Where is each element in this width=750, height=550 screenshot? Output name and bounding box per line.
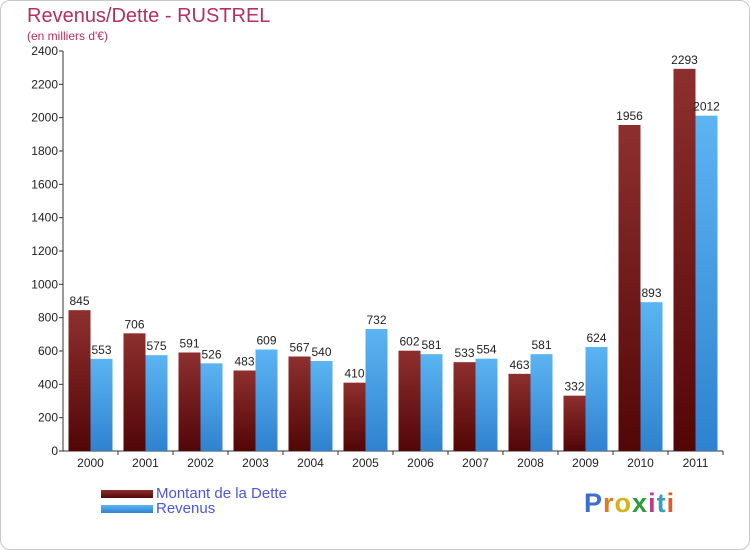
legend-item-debt: Montant de la Dette <box>101 485 361 502</box>
logo-letter: x <box>632 488 649 518</box>
bar-revenus <box>695 115 718 452</box>
bar-revenus <box>310 361 333 451</box>
data-label-revenus: 893 <box>641 286 661 300</box>
bar-revenus <box>585 347 608 451</box>
x-tick-label: 2001 <box>132 456 159 470</box>
data-label-revenus: 581 <box>531 338 551 352</box>
x-tick-label: 2008 <box>517 456 544 470</box>
data-label-debt: 332 <box>564 380 584 394</box>
logo-letter: i <box>648 488 657 518</box>
y-tick-label: 1400 <box>31 211 58 225</box>
x-tick-label: 2005 <box>352 456 379 470</box>
bar-revenus <box>200 363 223 451</box>
chart-title: Revenus/Dette - RUSTREL <box>27 5 271 27</box>
logo-letter: i <box>666 488 676 518</box>
bar-revenus <box>640 302 663 451</box>
bar-debt <box>453 362 476 451</box>
logo-letter: P <box>584 488 604 518</box>
bar-revenus <box>530 354 553 451</box>
y-tick-label: 2000 <box>31 111 58 125</box>
y-tick-label: 0 <box>51 444 58 458</box>
bar-debt <box>618 125 641 451</box>
proxiti-logo: Proxiti <box>584 488 675 519</box>
x-tick-label: 2002 <box>187 456 214 470</box>
bar-debt <box>68 310 91 451</box>
bar-debt <box>508 373 531 451</box>
bar-revenus <box>145 355 168 451</box>
legend-label-revenus: Revenus <box>156 500 216 517</box>
axes: 0 200 400 600 800 1000 1200 1400 1600 1800 2000 220… <box>31 44 724 470</box>
x-tick-label: 2006 <box>407 456 434 470</box>
data-label-revenus: 540 <box>311 345 331 359</box>
bar-revenus <box>90 358 113 451</box>
bar-debt <box>343 382 366 451</box>
data-label-revenus: 554 <box>476 343 496 357</box>
bar-debt <box>123 333 146 451</box>
bar-debt <box>398 350 421 451</box>
bar-debt <box>673 68 696 451</box>
data-label-debt: 591 <box>179 337 199 351</box>
data-label-revenus: 2012 <box>693 100 720 114</box>
y-tick-label: 800 <box>38 311 58 325</box>
data-label-debt: 483 <box>234 355 254 369</box>
data-label-debt: 845 <box>69 294 89 308</box>
data-label-revenus: 732 <box>366 313 386 327</box>
legend-item-revenus: Revenus <box>101 500 361 517</box>
data-label-debt: 463 <box>509 358 529 372</box>
y-tick-label: 1200 <box>31 244 58 258</box>
data-label-debt: 410 <box>344 367 364 381</box>
y-tick-label: 1000 <box>31 277 58 291</box>
data-label-debt: 602 <box>399 335 419 349</box>
data-label-revenus: 609 <box>256 334 276 348</box>
y-tick-label: 600 <box>38 344 58 358</box>
bars <box>68 68 718 452</box>
bar-revenus <box>255 349 278 451</box>
x-tick-label: 2004 <box>297 456 324 470</box>
bar-revenus <box>365 329 388 451</box>
x-tick-label: 2007 <box>462 456 489 470</box>
bar-debt <box>288 356 311 451</box>
logo-letter: r <box>603 488 615 518</box>
logo-letter: o <box>614 488 633 518</box>
y-tick-label: 400 <box>38 377 58 391</box>
data-label-revenus: 575 <box>146 339 166 353</box>
y-tick-label: 2200 <box>31 77 58 91</box>
bar-revenus <box>475 358 498 451</box>
x-tick-label: 2009 <box>572 456 599 470</box>
logo-letter: t <box>656 488 667 518</box>
unit-label: (en milliers d'€) <box>27 29 108 43</box>
data-label-revenus: 553 <box>91 343 111 357</box>
legend-swatch-revenus <box>101 505 153 513</box>
data-label-debt: 567 <box>289 341 309 355</box>
data-label-debt: 2293 <box>671 53 698 67</box>
y-tick-label: 1800 <box>31 144 58 158</box>
y-tick-label: 1600 <box>31 177 58 191</box>
data-label-debt: 1956 <box>616 109 643 123</box>
data-label-revenus: 526 <box>201 347 221 361</box>
y-tick-label: 2400 <box>31 44 58 58</box>
bar-debt <box>178 352 201 451</box>
x-tick-label: 2000 <box>77 456 104 470</box>
bar-debt <box>233 370 256 451</box>
legend-label-debt: Montant de la Dette <box>156 485 287 502</box>
x-tick-label: 2003 <box>242 456 269 470</box>
x-tick-label: 2010 <box>627 456 654 470</box>
bar-revenus <box>420 354 443 451</box>
data-label-revenus: 624 <box>586 331 606 345</box>
x-tick-label: 2011 <box>683 456 709 470</box>
data-label-debt: 706 <box>124 317 144 331</box>
y-tick-label: 200 <box>38 411 58 425</box>
legend-swatch-debt <box>101 490 153 498</box>
data-label-debt: 533 <box>454 346 474 360</box>
bar-debt <box>563 395 586 451</box>
data-label-revenus: 581 <box>421 338 441 352</box>
